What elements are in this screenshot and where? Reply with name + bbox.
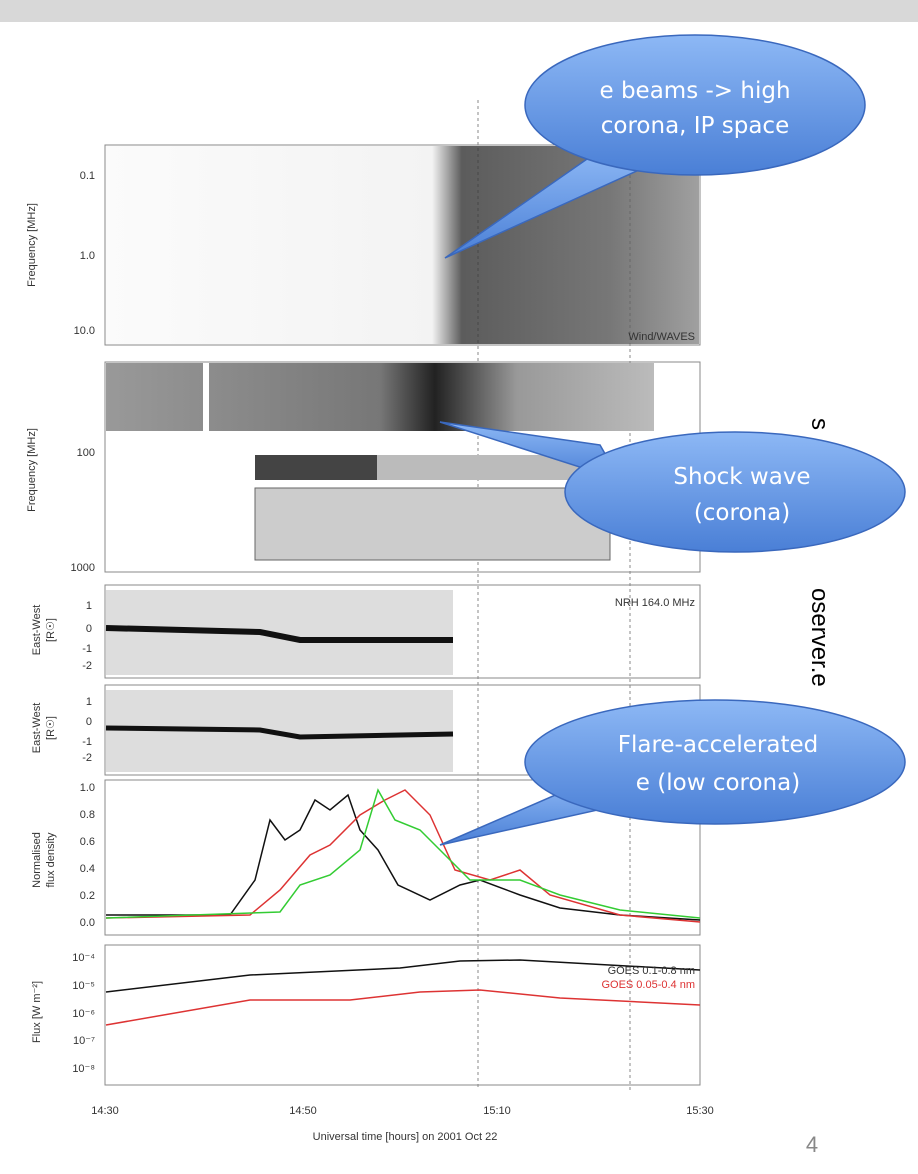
light-curves [105, 788, 701, 1026]
tick-label: -1 [82, 736, 92, 748]
tick-label: -2 [82, 660, 92, 672]
spectrogram [254, 487, 611, 561]
callout-text: Shock wave [673, 464, 810, 490]
source-track [105, 625, 453, 643]
x-tick-label: 15:30 [686, 1105, 714, 1117]
spectrogram [255, 455, 377, 480]
callout: Flare-accelerated e (low corona) [439, 699, 906, 846]
tick-label: -2 [82, 752, 92, 764]
tick-label: 10⁻⁶ [72, 1008, 95, 1020]
tick-label: 10.0 [74, 325, 95, 337]
panel-note: NRH 164.0 MHz [615, 597, 695, 609]
spectrogram [106, 363, 654, 431]
tick-label: 0 [86, 716, 92, 728]
tick-label: 0 [86, 623, 92, 635]
source-track [105, 725, 454, 740]
y-label: [R☉] [45, 716, 57, 740]
side-text: oserver.e [806, 588, 833, 687]
tick-label: 1.0 [80, 250, 95, 262]
x-tick-label: 14:30 [91, 1105, 119, 1117]
panel-note: Wind/WAVES [628, 331, 695, 343]
tick-label: 10⁻⁸ [72, 1063, 95, 1075]
y-label: flux density [45, 832, 57, 888]
x-label: Universal time [hours] on 2001 Oct 22 [313, 1131, 498, 1143]
tick-label: 0.4 [80, 863, 95, 875]
y-label: [R☉] [45, 618, 57, 642]
tick-label: 0.2 [80, 890, 95, 902]
callout: e beams -> high corona, IP space [444, 34, 866, 259]
radioheliograph [106, 590, 453, 675]
y-label: Flux [W m⁻²] [31, 981, 43, 1043]
y-label: East-West [31, 703, 43, 754]
tick-label: 100 [77, 447, 95, 459]
tick-label: 1 [86, 600, 92, 612]
panel-labels: Frequency [MHz] 0.1 1.0 10.0 Wind/WAVES … [26, 170, 714, 1143]
side-text: s [806, 418, 833, 430]
callout-text: e beams -> high [599, 78, 790, 104]
callout: Shock wave (corona) [439, 421, 906, 553]
page-number: 4 [806, 1132, 818, 1157]
tick-label: 10⁻⁷ [73, 1035, 95, 1047]
panel-note: GOES 0.05-0.4 nm [601, 979, 695, 991]
callout-text: (corona) [694, 500, 790, 526]
tick-label: 1000 [71, 562, 95, 574]
header-bar [0, 0, 918, 22]
gap [203, 363, 209, 431]
x-tick-label: 14:50 [289, 1105, 317, 1117]
tick-label: -1 [82, 643, 92, 655]
tick-label: 0.1 [80, 170, 95, 182]
callout-text: Flare-accelerated [618, 732, 819, 758]
tick-label: 1.0 [80, 782, 95, 794]
y-label: Frequency [MHz] [26, 428, 38, 512]
y-label: Frequency [MHz] [26, 203, 38, 287]
tick-label: 0.0 [80, 917, 95, 929]
tick-label: 0.8 [80, 809, 95, 821]
callout-text: e (low corona) [636, 770, 800, 796]
panel-note: GOES 0.1-0.8 nm [608, 965, 695, 977]
callout-text: corona, IP space [601, 113, 789, 139]
tick-label: 1 [86, 696, 92, 708]
x-tick-label: 15:10 [483, 1105, 511, 1117]
y-label: Normalised [31, 832, 43, 888]
tick-label: 10⁻⁵ [72, 980, 95, 992]
tick-label: 10⁻⁴ [72, 952, 95, 964]
y-label: East-West [31, 605, 43, 656]
tick-label: 0.6 [80, 836, 95, 848]
